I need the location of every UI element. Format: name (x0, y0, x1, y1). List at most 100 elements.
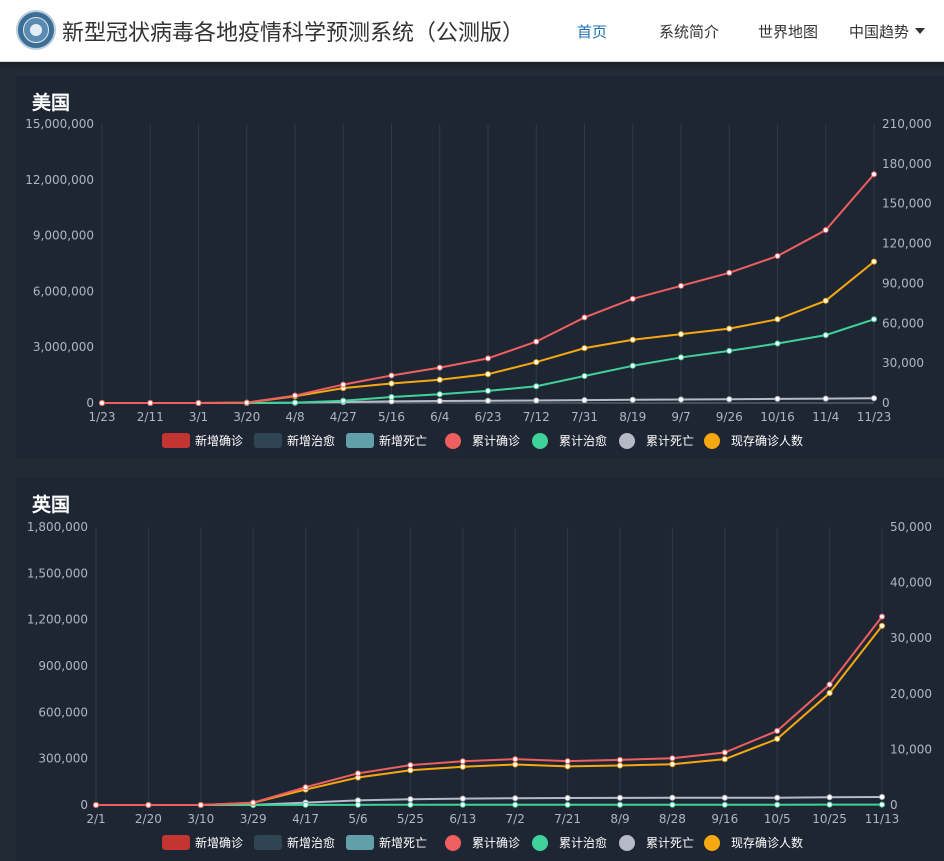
usa-point-cumulative-confirmed[interactable] (243, 399, 250, 406)
usa-point-active-cases[interactable] (436, 376, 443, 383)
usa-point-cumulative-recovered[interactable] (485, 387, 491, 394)
uk-point-active-cases[interactable] (407, 767, 414, 774)
uk-point-cumulative-confirmed[interactable] (826, 681, 833, 688)
uk-point-active-cases[interactable] (564, 763, 571, 770)
uk-point-cumulative-confirmed[interactable] (459, 758, 466, 765)
uk-point-cumulative-confirmed[interactable] (145, 802, 152, 808)
usa-point-cumulative-recovered[interactable] (533, 383, 540, 390)
uk-point-active-cases[interactable] (617, 762, 623, 769)
uk-point-cumulative-recovered[interactable] (617, 801, 623, 808)
usa-point-active-cases[interactable] (678, 331, 684, 338)
usa-point-active-cases[interactable] (871, 258, 877, 265)
uk-point-cumulative-deaths[interactable] (826, 794, 833, 801)
uk-point-cumulative-recovered[interactable] (879, 801, 885, 808)
usa-point-cumulative-confirmed[interactable] (726, 269, 733, 276)
usa-point-cumulative-confirmed[interactable] (533, 338, 540, 345)
usa-point-cumulative-recovered[interactable] (774, 340, 781, 347)
uk-point-active-cases[interactable] (721, 756, 728, 763)
usa-point-cumulative-deaths[interactable] (629, 396, 636, 403)
uk-point-cumulative-confirmed[interactable] (250, 799, 257, 806)
uk-point-cumulative-deaths[interactable] (721, 794, 728, 801)
uk-point-cumulative-recovered[interactable] (721, 801, 728, 808)
uk-point-cumulative-confirmed[interactable] (355, 770, 361, 777)
usa-point-cumulative-recovered[interactable] (726, 347, 733, 354)
usa-point-cumulative-confirmed[interactable] (340, 381, 347, 388)
usa-point-cumulative-confirmed[interactable] (629, 295, 636, 302)
usa-point-active-cases[interactable] (629, 336, 636, 343)
usa-point-active-cases[interactable] (726, 325, 733, 332)
uk-point-cumulative-confirmed[interactable] (302, 784, 309, 791)
uk-point-cumulative-recovered[interactable] (774, 801, 781, 808)
uk-point-cumulative-confirmed[interactable] (93, 802, 99, 808)
uk-point-active-cases[interactable] (774, 735, 781, 742)
usa-point-cumulative-deaths[interactable] (774, 395, 781, 402)
uk-point-cumulative-recovered[interactable] (512, 801, 519, 808)
uk-point-cumulative-confirmed[interactable] (774, 727, 781, 734)
uk-point-cumulative-recovered[interactable] (826, 801, 833, 808)
usa-point-cumulative-confirmed[interactable] (292, 392, 298, 399)
uk-point-cumulative-deaths[interactable] (774, 794, 781, 801)
usa-point-cumulative-recovered[interactable] (581, 373, 588, 380)
usa-point-cumulative-deaths[interactable] (726, 396, 733, 403)
uk-point-cumulative-deaths[interactable] (407, 796, 414, 803)
usa-point-cumulative-confirmed[interactable] (678, 282, 684, 289)
usa-point-cumulative-recovered[interactable] (871, 316, 877, 323)
uk-point-cumulative-recovered[interactable] (459, 801, 466, 808)
usa-point-cumulative-recovered[interactable] (678, 354, 684, 361)
usa-point-cumulative-confirmed[interactable] (195, 400, 202, 406)
usa-point-cumulative-confirmed[interactable] (485, 355, 491, 362)
usa-point-cumulative-confirmed[interactable] (436, 364, 443, 371)
uk-point-active-cases[interactable] (826, 690, 833, 697)
usa-point-active-cases[interactable] (388, 380, 395, 387)
usa-point-cumulative-deaths[interactable] (581, 397, 588, 404)
uk-point-cumulative-deaths[interactable] (617, 794, 623, 801)
nav-item-china-trend-dropdown[interactable]: 中国趋势 (849, 21, 926, 42)
usa-point-active-cases[interactable] (822, 297, 829, 304)
uk-point-active-cases[interactable] (459, 763, 466, 770)
usa-point-cumulative-confirmed[interactable] (388, 372, 395, 379)
usa-point-cumulative-deaths[interactable] (678, 396, 684, 403)
uk-point-active-cases[interactable] (512, 761, 519, 768)
uk-point-cumulative-deaths[interactable] (564, 795, 571, 802)
uk-point-active-cases[interactable] (669, 761, 676, 768)
nav-item-system-intro[interactable]: 系统简介 (659, 23, 720, 41)
usa-point-active-cases[interactable] (774, 316, 781, 323)
uk-point-cumulative-recovered[interactable] (407, 801, 414, 808)
usa-point-cumulative-recovered[interactable] (436, 391, 443, 398)
usa-point-cumulative-deaths[interactable] (485, 397, 491, 404)
usa-point-active-cases[interactable] (533, 359, 540, 366)
usa-point-cumulative-confirmed[interactable] (774, 253, 781, 260)
uk-point-cumulative-deaths[interactable] (459, 795, 466, 802)
university-seal-logo[interactable] (16, 10, 56, 50)
uk-point-cumulative-recovered[interactable] (564, 801, 571, 808)
uk-point-cumulative-recovered[interactable] (669, 801, 676, 808)
usa-point-cumulative-recovered[interactable] (822, 332, 829, 339)
usa-point-cumulative-confirmed[interactable] (99, 400, 105, 406)
usa-point-cumulative-deaths[interactable] (436, 397, 443, 404)
uk-point-cumulative-confirmed[interactable] (721, 749, 728, 756)
uk-point-cumulative-recovered[interactable] (355, 801, 361, 808)
usa-point-cumulative-confirmed[interactable] (871, 171, 877, 178)
uk-point-cumulative-deaths[interactable] (512, 795, 519, 802)
uk-point-cumulative-recovered[interactable] (302, 801, 309, 808)
uk-point-cumulative-confirmed[interactable] (879, 613, 885, 620)
uk-point-cumulative-confirmed[interactable] (512, 756, 519, 763)
uk-point-cumulative-confirmed[interactable] (669, 755, 676, 762)
uk-point-active-cases[interactable] (879, 622, 885, 629)
uk-point-cumulative-confirmed[interactable] (617, 756, 623, 763)
usa-point-cumulative-recovered[interactable] (340, 397, 347, 404)
usa-point-cumulative-recovered[interactable] (388, 394, 395, 401)
uk-point-cumulative-deaths[interactable] (879, 793, 885, 800)
nav-item-home[interactable]: 首页 (577, 23, 608, 41)
usa-point-active-cases[interactable] (581, 345, 588, 352)
uk-point-cumulative-deaths[interactable] (669, 794, 676, 801)
uk-point-cumulative-confirmed[interactable] (197, 802, 204, 808)
usa-point-active-cases[interactable] (485, 371, 491, 378)
uk-point-cumulative-confirmed[interactable] (564, 758, 571, 765)
usa-point-cumulative-deaths[interactable] (822, 395, 829, 402)
usa-point-cumulative-confirmed[interactable] (581, 314, 588, 321)
usa-point-cumulative-deaths[interactable] (871, 395, 877, 402)
usa-point-cumulative-recovered[interactable] (629, 362, 636, 369)
nav-item-world-map[interactable]: 世界地图 (758, 23, 819, 41)
uk-point-cumulative-confirmed[interactable] (407, 762, 414, 769)
